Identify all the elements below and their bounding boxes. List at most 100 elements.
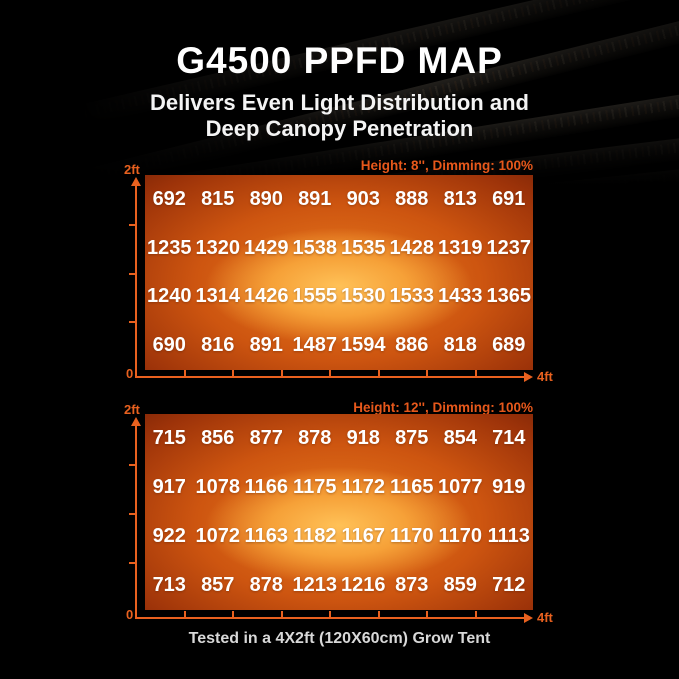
x-axis-tick [426, 611, 428, 617]
ppfd-value: 1163 [244, 525, 288, 547]
ppfd-value: 692 [152, 187, 186, 210]
ppfd-value: 713 [152, 574, 186, 596]
chart2-y-axis-arrow-icon [131, 417, 141, 426]
ppfd-value: 1113 [487, 525, 530, 547]
chart2-x-axis [135, 617, 524, 619]
ppfd-value: 1426 [244, 285, 289, 308]
x-axis-tick [378, 611, 380, 617]
ppfd-value: 917 [152, 476, 186, 498]
ppfd-value: 856 [201, 427, 235, 449]
ppfd-value: 903 [346, 187, 380, 210]
x-axis-tick [281, 611, 283, 617]
chart1-x-axis-arrow-icon [524, 372, 533, 382]
ppfd-value: 1072 [195, 525, 241, 547]
ppfd-value: 1167 [341, 525, 385, 547]
ppfd-value: 1555 [292, 285, 338, 308]
y-axis-tick [129, 562, 135, 564]
ppfd-value: 715 [152, 427, 186, 449]
ppfd-value: 1172 [341, 476, 385, 498]
ppfd-value: 878 [249, 574, 283, 596]
chart2-origin-label: 0 [126, 607, 134, 622]
ppfd-value: 1535 [341, 236, 386, 259]
x-axis-tick [184, 611, 186, 617]
x-axis-tick [378, 370, 380, 376]
chart1-y-axis [135, 184, 137, 378]
ppfd-value: 1487 [292, 334, 338, 357]
chart2-value-grid: 715 856 877 878 918 875 854 714 917 1078 1166 1175 1… [145, 414, 533, 610]
ppfd-value: 890 [249, 187, 283, 210]
test-condition-caption: Tested in a 4X2ft (120X60cm) Grow Tent [188, 630, 491, 647]
ppfd-value: 873 [395, 574, 429, 596]
ppfd-value: 1175 [293, 476, 337, 498]
chart2-y-max-label: 2ft [124, 402, 140, 417]
chart2-x-max-label: 4ft [537, 610, 553, 625]
chart2-condition-label: Height: 12'', Dimming: 100% [353, 400, 533, 415]
ppfd-value: 813 [443, 187, 477, 210]
ppfd-value: 1533 [389, 285, 435, 308]
ppfd-value: 1594 [341, 334, 386, 357]
ppfd-value: 878 [298, 427, 332, 449]
ppfd-value: 1530 [341, 285, 386, 308]
chart1-condition-label: Height: 8'', Dimming: 100% [360, 158, 533, 173]
ppfd-value: 854 [443, 427, 477, 449]
ppfd-value: 689 [492, 334, 526, 357]
ppfd-value: 1320 [195, 236, 241, 259]
ppfd-value: 1428 [389, 236, 435, 259]
ppfd-value: 714 [492, 427, 526, 449]
chart1-heatmap: 692 815 890 891 903 888 813 691 1235 1320 1429 1538… [145, 175, 533, 370]
ppfd-value: 1213 [292, 574, 338, 596]
ppfd-value: 1319 [438, 236, 483, 259]
y-axis-tick [129, 513, 135, 515]
x-axis-tick [329, 611, 331, 617]
background-shade [0, 0, 679, 190]
ppfd-value: 690 [152, 334, 186, 357]
ppfd-value: 875 [395, 427, 429, 449]
x-axis-tick [184, 370, 186, 376]
ppfd-value: 1078 [195, 476, 241, 498]
ppfd-value: 1166 [244, 476, 288, 498]
ppfd-value: 1235 [147, 236, 192, 259]
ppfd-value: 891 [298, 187, 332, 210]
chart1-y-axis-arrow-icon [131, 177, 141, 186]
x-axis-tick [232, 611, 234, 617]
ppfd-value: 918 [346, 427, 380, 449]
ppfd-value: 919 [492, 476, 526, 498]
y-axis-tick [129, 273, 135, 275]
ppfd-value: 1216 [341, 574, 386, 596]
subtitle-line-2: Deep Canopy Penetration [205, 116, 474, 141]
ppfd-value: 1170 [438, 525, 482, 547]
subtitle-line-1: Delivers Even Light Distribution and [150, 90, 529, 115]
x-axis-tick [281, 370, 283, 376]
ppfd-value: 1429 [244, 236, 289, 259]
x-axis-tick [329, 370, 331, 376]
x-axis-tick [232, 370, 234, 376]
y-axis-tick [129, 224, 135, 226]
ppfd-value: 1433 [438, 285, 483, 308]
ppfd-value: 888 [395, 187, 429, 210]
led-bars-background [0, 0, 679, 190]
ppfd-value: 891 [249, 334, 283, 357]
chart1-value-grid: 692 815 890 891 903 888 813 691 1235 1320 1429 1538… [145, 175, 533, 370]
ppfd-value: 1077 [438, 476, 483, 498]
ppfd-value: 1314 [195, 285, 241, 308]
chart1-origin-label: 0 [126, 366, 134, 381]
ppfd-value: 818 [443, 334, 477, 357]
ppfd-value: 1538 [292, 236, 338, 259]
ppfd-value: 1182 [293, 525, 337, 547]
chart2-x-axis-arrow-icon [524, 613, 533, 623]
x-axis-tick [475, 611, 477, 617]
x-axis-tick [426, 370, 428, 376]
chart1-x-axis [135, 376, 524, 378]
ppfd-value: 1165 [390, 476, 434, 498]
ppfd-value: 1170 [390, 525, 434, 547]
ppfd-value: 815 [201, 187, 235, 210]
page-subtitle: Delivers Even Light Distribution and Dee… [0, 90, 679, 142]
y-axis-tick [129, 464, 135, 466]
chart1-x-max-label: 4ft [537, 369, 553, 384]
ppfd-value: 816 [201, 334, 235, 357]
ppfd-value: 691 [492, 187, 526, 210]
x-axis-tick [475, 370, 477, 376]
ppfd-value: 1237 [486, 236, 532, 259]
ppfd-value: 1365 [486, 285, 532, 308]
